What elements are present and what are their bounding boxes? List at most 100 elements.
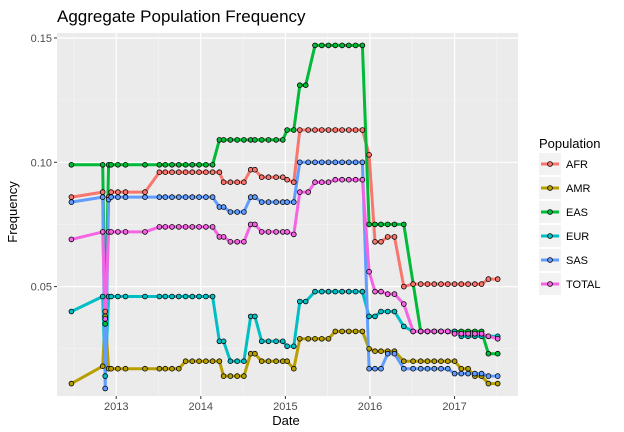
data-point-total: [400, 301, 407, 307]
data-point-amr: [284, 358, 290, 365]
data-point-afr: [189, 169, 196, 176]
data-point-amr: [485, 380, 492, 387]
data-point-eur: [142, 293, 148, 300]
data-point-eas: [265, 137, 272, 143]
data-point-total: [234, 239, 241, 245]
data-point-eur: [345, 288, 352, 295]
data-point-afr: [176, 169, 182, 176]
data-point-total: [142, 229, 148, 235]
data-point-sas: [372, 365, 378, 372]
data-point-sas: [189, 194, 196, 200]
data-point-amr: [142, 365, 148, 372]
data-point-amr: [431, 358, 438, 365]
data-point-total: [290, 231, 297, 238]
legend-label: TOTAL: [566, 279, 600, 291]
legend-title: Population: [539, 136, 600, 151]
data-point-total: [372, 288, 378, 295]
x-tick-label: 2017: [442, 401, 466, 413]
data-point-afr: [142, 189, 148, 195]
data-point-total: [252, 221, 258, 228]
data-point-amr: [203, 358, 209, 365]
data-point-eas: [203, 162, 209, 168]
data-point-eas: [325, 42, 332, 49]
data-point-sas: [108, 194, 114, 200]
data-point-eur: [209, 293, 216, 300]
data-point-total: [332, 176, 339, 183]
data-point-amr: [115, 365, 121, 372]
data-point-afr: [234, 179, 241, 186]
data-point-afr: [478, 281, 485, 287]
data-point-amr: [318, 335, 325, 342]
data-point-eur: [169, 293, 175, 300]
data-point-eur: [162, 293, 169, 300]
data-point-sas: [284, 199, 290, 205]
data-point-afr: [68, 194, 75, 200]
data-point-sas: [431, 365, 438, 372]
data-point-total: [296, 189, 303, 195]
data-point-sas: [472, 370, 478, 377]
data-point-sas: [339, 159, 345, 166]
data-point-total: [424, 328, 431, 335]
data-point-amr: [410, 358, 416, 365]
data-point-eas: [372, 221, 378, 228]
x-axis-title: Date: [272, 413, 299, 428]
legend-key-point: [547, 161, 553, 167]
data-point-amr: [400, 358, 407, 365]
data-point-afr: [410, 281, 416, 287]
data-point-eur: [384, 308, 391, 315]
legend-item-amr: AMR: [539, 177, 591, 199]
data-point-eur: [290, 343, 297, 350]
legend-key-point: [547, 257, 553, 263]
data-point-eas: [378, 221, 384, 228]
data-point-eas: [312, 42, 318, 49]
legend-key-point: [547, 209, 553, 215]
data-point-amr: [108, 365, 114, 372]
data-point-amr: [359, 328, 366, 335]
data-point-eas: [279, 137, 286, 143]
data-point-eur: [325, 288, 332, 295]
data-point-sas: [325, 159, 332, 166]
data-point-sas: [458, 370, 465, 377]
data-point-eur: [302, 298, 309, 305]
data-point-amr: [465, 365, 471, 372]
data-point-total: [478, 330, 485, 337]
data-point-sas: [258, 199, 265, 205]
legend-label: AMR: [566, 183, 591, 195]
x-tick-label: 2013: [104, 401, 128, 413]
data-point-total: [284, 229, 290, 235]
data-point-sas: [451, 370, 458, 377]
data-point-eur: [258, 338, 265, 345]
data-point-eas: [176, 162, 182, 168]
data-point-amr: [417, 358, 424, 365]
data-point-sas: [366, 365, 372, 372]
data-point-sas: [99, 194, 106, 200]
data-point-total: [494, 335, 501, 342]
data-point-eur: [359, 288, 366, 295]
data-point-eas: [352, 42, 359, 49]
data-point-afr: [312, 127, 318, 133]
data-point-total: [339, 176, 345, 183]
data-point-afr: [424, 281, 431, 287]
data-point-amr: [216, 358, 223, 365]
data-point-amr: [273, 358, 279, 365]
data-point-total: [458, 330, 465, 337]
data-point-sas: [241, 209, 247, 215]
data-point-total: [227, 239, 234, 245]
data-point-afr: [372, 239, 378, 245]
data-point-total: [162, 224, 169, 230]
data-point-amr: [325, 335, 332, 342]
data-point-eur: [273, 338, 279, 345]
data-point-afr: [209, 169, 216, 176]
chart-title: Aggregate Population Frequency: [57, 7, 306, 26]
data-point-total: [99, 229, 106, 235]
data-point-eas: [227, 137, 234, 143]
data-point-total: [312, 179, 318, 186]
data-point-total: [273, 229, 279, 235]
y-tick-label: 0.15: [31, 33, 52, 45]
data-point-eas: [258, 137, 265, 143]
data-point-eur: [318, 288, 325, 295]
data-point-sas: [203, 194, 209, 200]
data-point-amr: [458, 365, 465, 372]
data-point-total: [68, 236, 75, 243]
data-point-eur: [220, 338, 227, 345]
